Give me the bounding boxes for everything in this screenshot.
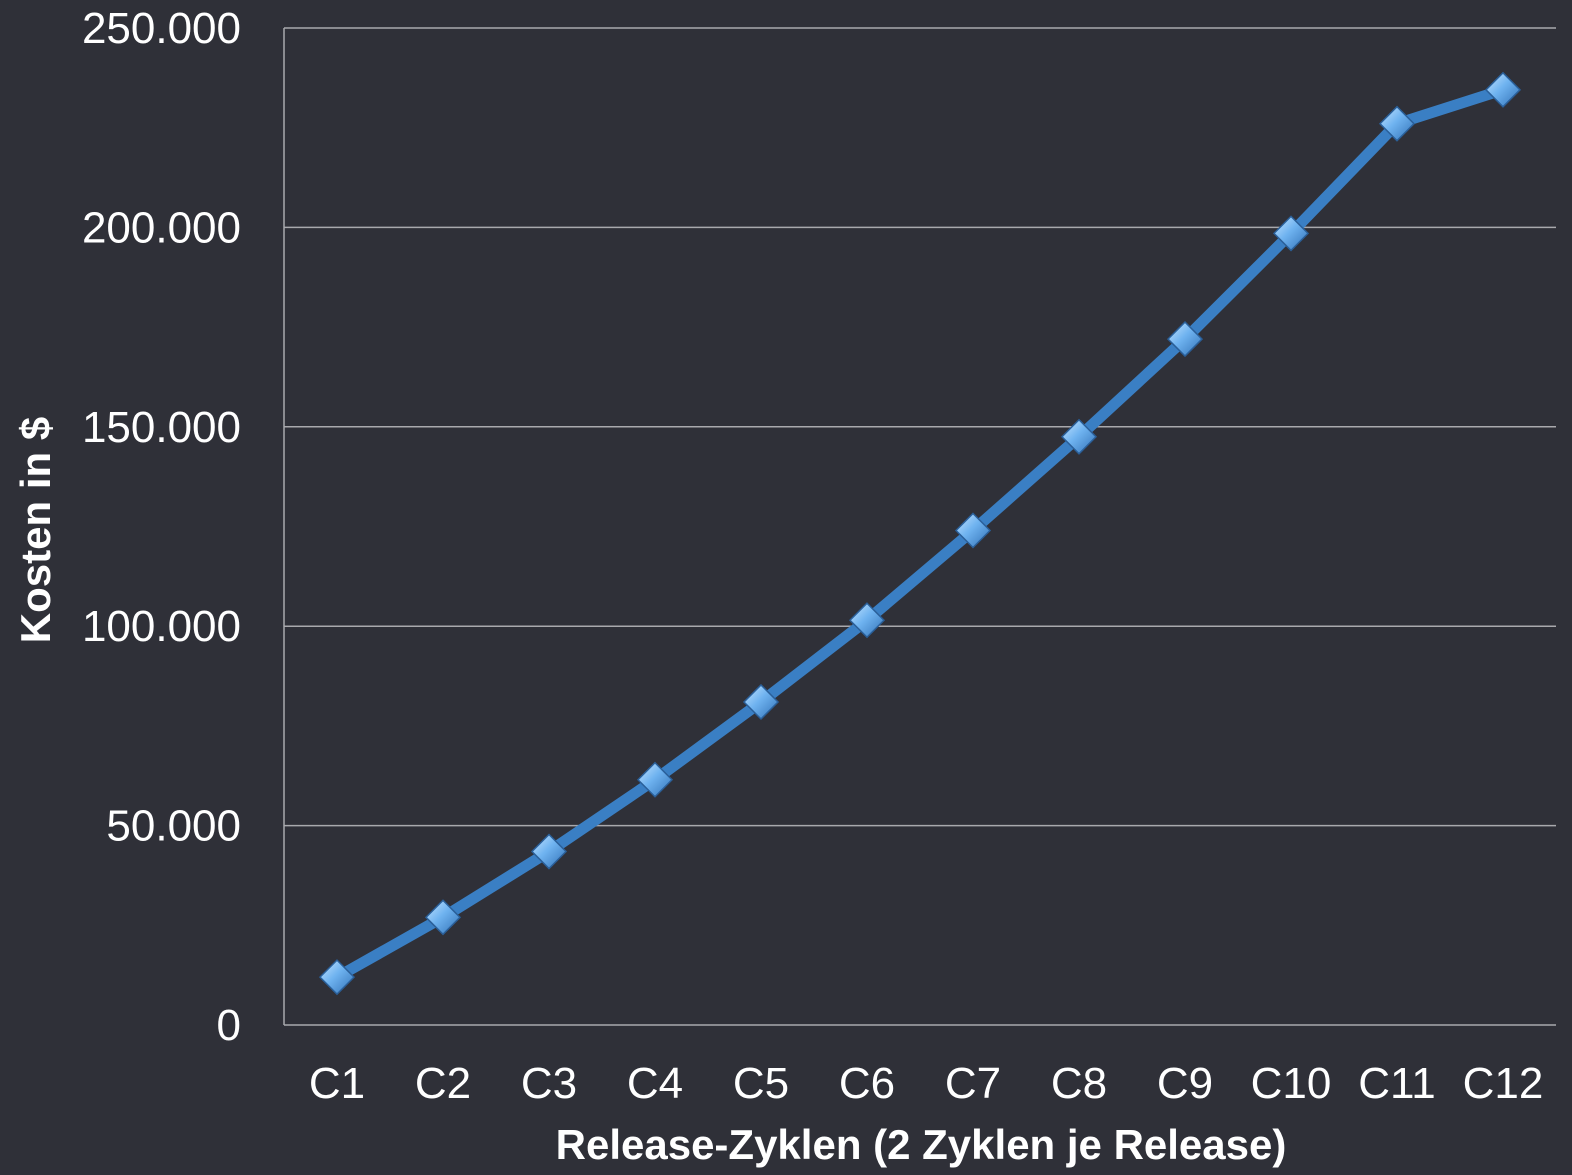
y-tick-label: 100.000 — [82, 602, 241, 651]
data-point — [1486, 73, 1520, 107]
x-tick-label: C2 — [415, 1059, 471, 1108]
x-tick-label: C7 — [945, 1059, 1001, 1108]
grid-lines — [284, 28, 1556, 826]
x-tick-label: C10 — [1251, 1059, 1332, 1108]
x-tick-label: C5 — [733, 1059, 789, 1108]
x-tick-label: C9 — [1157, 1059, 1213, 1108]
x-tick-label: C11 — [1358, 1059, 1435, 1108]
y-tick-label: 250.000 — [82, 4, 241, 53]
series-line — [337, 90, 1503, 977]
x-tick-labels: C1 C2 C3 C4 C5 C6 C7 C8 C9 C10 C11 C12 — [309, 1059, 1543, 1108]
x-tick-label: C3 — [521, 1059, 577, 1108]
x-tick-label: C6 — [839, 1059, 895, 1108]
x-tick-label: C4 — [627, 1059, 683, 1108]
data-markers — [320, 73, 1520, 994]
y-tick-label: 150.000 — [82, 403, 241, 452]
axes — [284, 28, 1556, 1025]
y-tick-label: 0 — [217, 1001, 241, 1050]
x-tick-label: C12 — [1463, 1059, 1544, 1108]
x-tick-label: C8 — [1051, 1059, 1107, 1108]
x-tick-label: C1 — [309, 1059, 365, 1108]
series-lines — [337, 90, 1503, 977]
y-axis-title: Kosten in $ — [12, 417, 59, 643]
x-axis-title: Release-Zyklen (2 Zyklen je Release) — [556, 1121, 1287, 1168]
y-tick-labels: 0 50.000 100.000 150.000 200.000 250.000 — [82, 4, 241, 1050]
y-tick-label: 200.000 — [82, 203, 241, 252]
y-tick-label: 50.000 — [106, 802, 241, 851]
